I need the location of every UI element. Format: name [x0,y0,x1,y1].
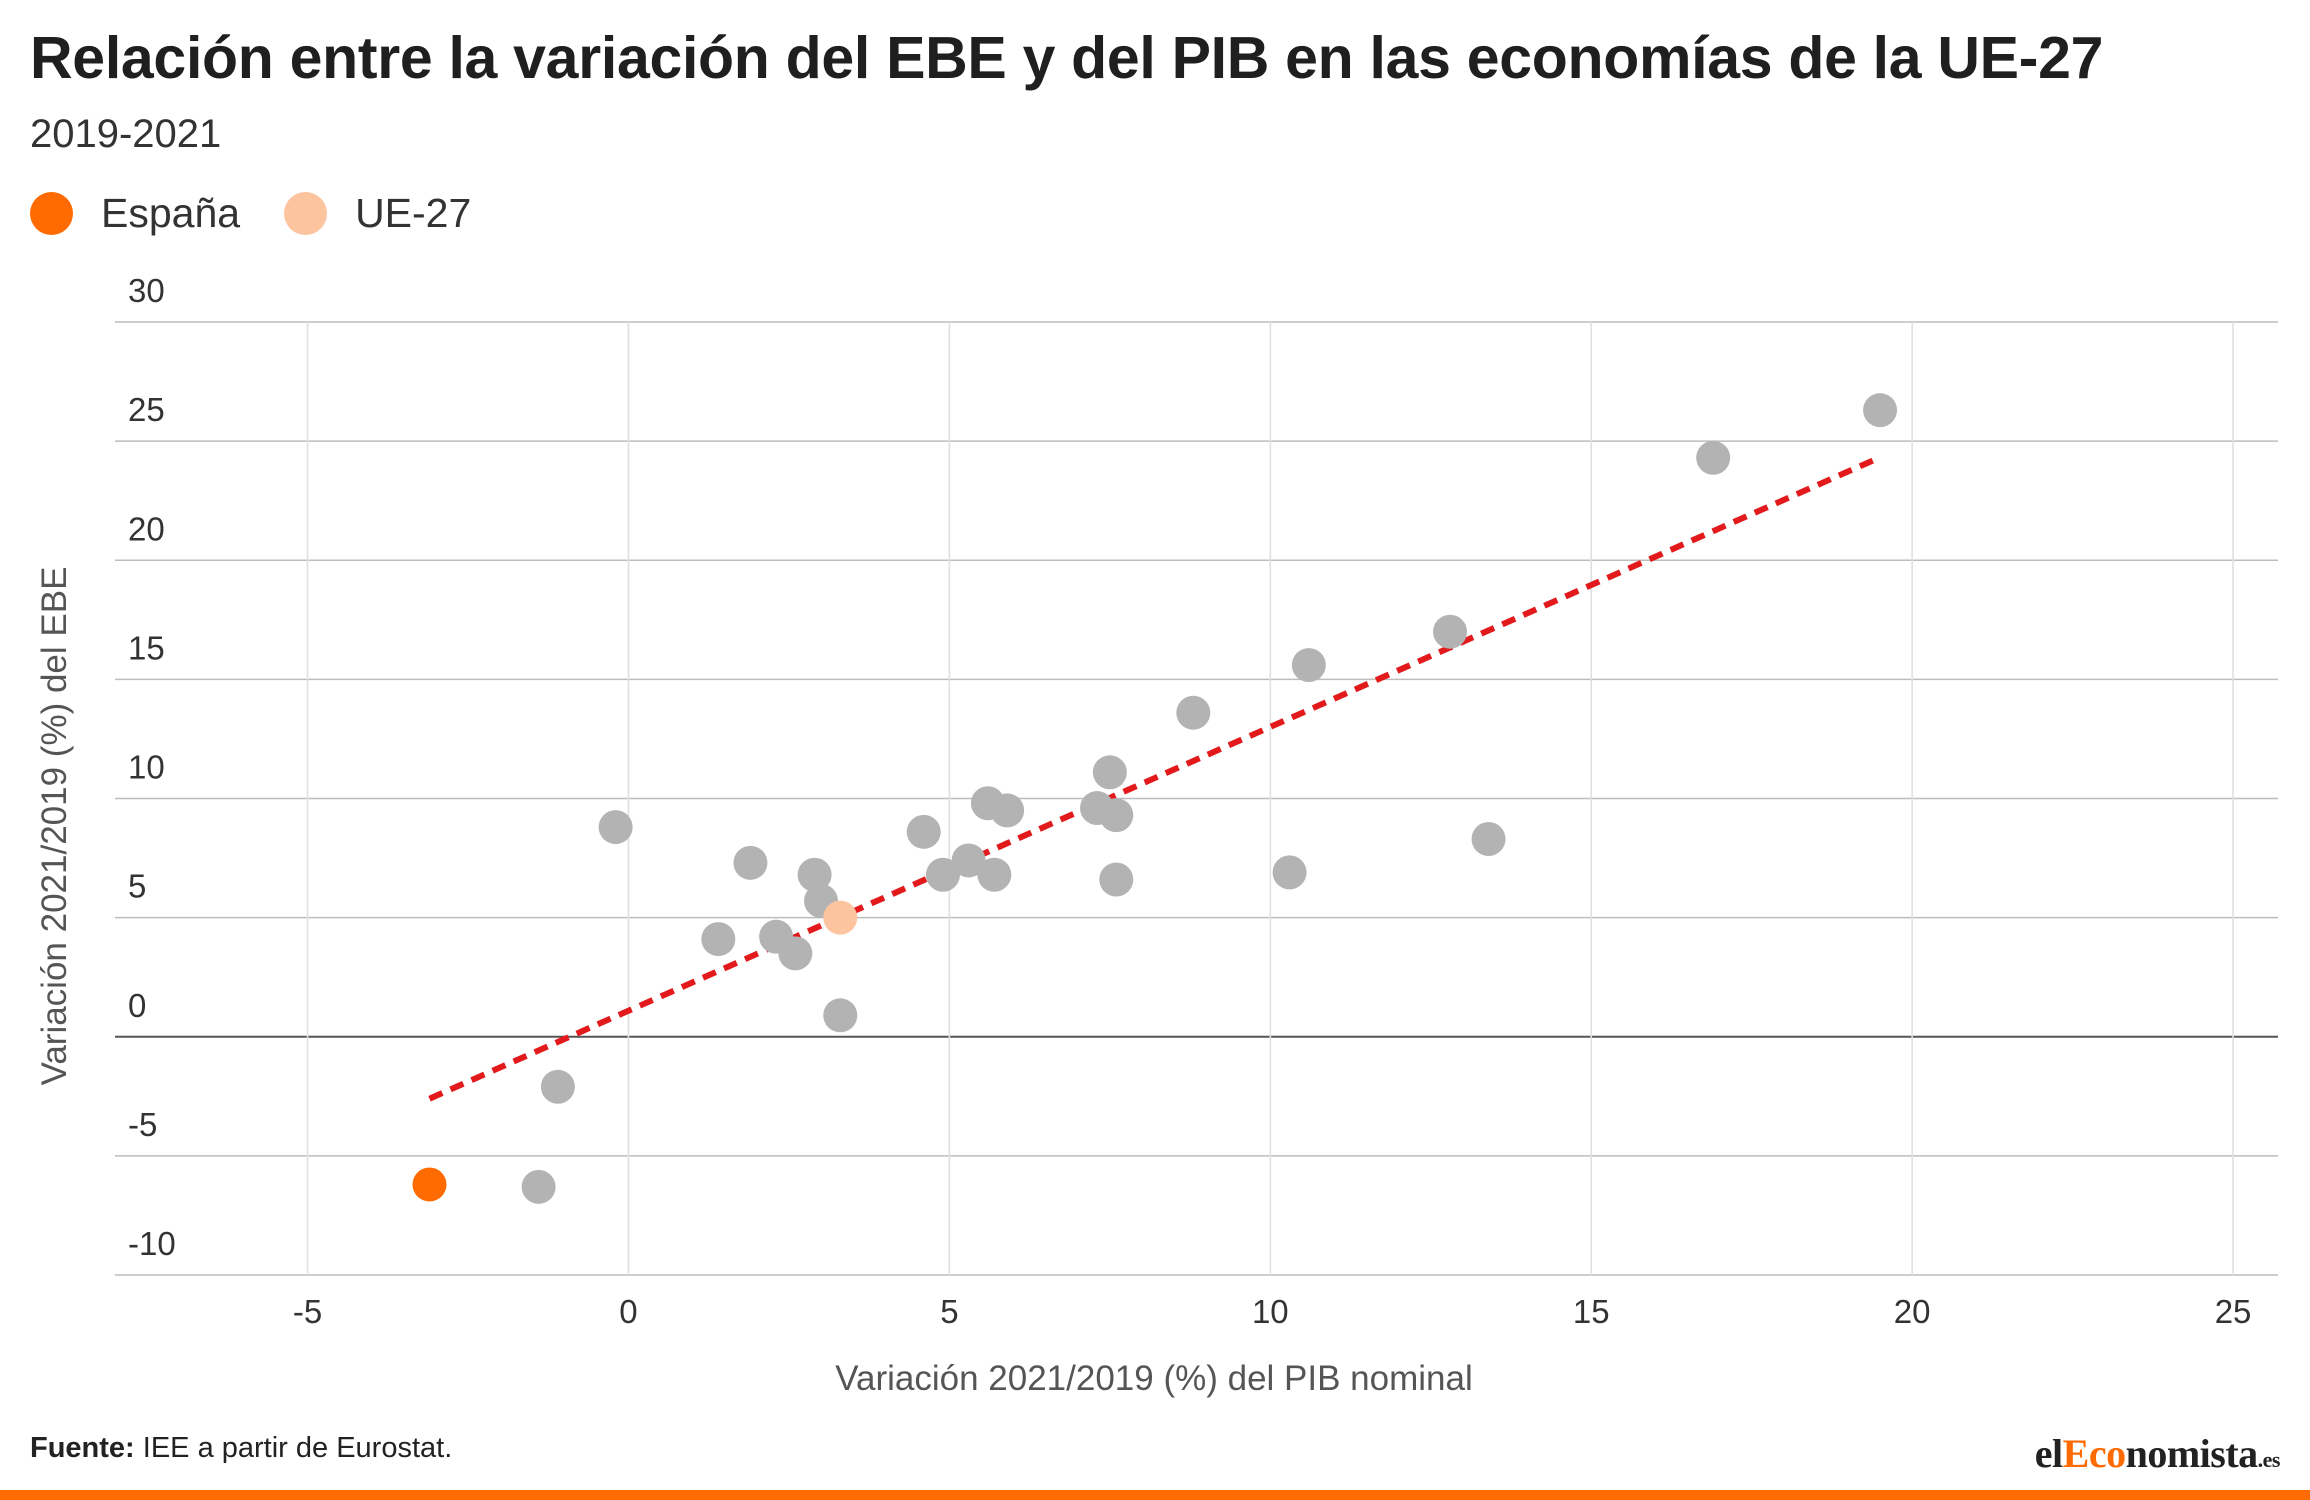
point-espana [412,1167,447,1202]
data-point [1863,393,1898,428]
y-tick-label: 10 [128,749,165,786]
trendline [428,457,1875,1102]
data-point [1092,755,1127,790]
data-point [797,857,832,892]
y-tick-label: 0 [128,987,146,1024]
x-tick-label: -5 [293,1293,322,1330]
data-points [412,393,1898,1204]
trendline-group [428,457,1875,1102]
brand-tld: .es [2257,1447,2281,1472]
y-tick-label: 15 [128,629,165,666]
y-axis-title: Variación 2021/2019 (%) del EBE [35,567,74,1086]
data-point [951,843,986,878]
data-point [521,1169,556,1204]
data-point [540,1069,575,1104]
brand-prefix: el [2034,1431,2063,1476]
data-point [598,810,633,845]
data-point [906,814,941,849]
grid [115,321,2278,1276]
legend-label-ue27: UE-27 [355,190,472,236]
data-point [1471,822,1506,857]
y-tick-label: 20 [128,510,165,547]
x-tick-label: 0 [619,1293,637,1330]
bottom-accent-bar [0,1490,2310,1500]
y-tick-label: 25 [128,391,165,428]
x-tick-label: 20 [1894,1293,1931,1330]
legend: España UE-27 [30,190,471,237]
legend-swatch-ue27 [284,192,328,235]
data-point [1099,862,1134,897]
y-tick-label: 5 [128,868,146,905]
x-tick-label: 25 [2215,1293,2252,1330]
x-tick-label: 5 [940,1293,958,1330]
data-point [990,793,1025,828]
y-tick-label: 30 [128,272,165,309]
y-tick-label: -10 [128,1225,176,1262]
source-text: IEE a partir de Eurostat. [142,1432,453,1464]
legend-item-ue27: UE-27 [284,190,471,237]
x-axis-title: Variación 2021/2019 (%) del PIB nominal [835,1359,1473,1398]
data-point [1272,855,1307,890]
x-tick-label: 10 [1252,1293,1289,1330]
source-note: Fuente: IEE a partir de Eurostat. [30,1432,452,1465]
legend-item-espana: España [30,190,240,237]
data-point [1176,695,1211,730]
x-tick-label: 15 [1573,1293,1610,1330]
source-label: Fuente: [30,1432,135,1464]
brand-suffix: nomista [2125,1431,2259,1476]
data-point [1433,614,1468,649]
chart-subtitle: 2019-2021 [30,112,222,156]
data-point [977,857,1012,892]
brand-logo: elEconomista.es [2034,1430,2281,1477]
scatter-chart: 30 25 20 15 10 5 0 -5 -10 -5 0 5 10 15 20 25 Variación … [35,272,2278,1398]
y-tick-label: -5 [128,1106,157,1143]
data-point [823,998,858,1033]
data-point [778,936,813,971]
chart-title: Relación entre la variación del EBE y de… [30,25,2104,91]
legend-swatch-espana [30,192,73,235]
data-point [733,845,768,880]
legend-label-espana: España [101,190,241,236]
data-point [1291,648,1326,683]
brand-accent: Eco [2062,1431,2126,1476]
data-point [925,857,960,892]
tick-labels: 30 25 20 15 10 5 0 -5 -10 -5 0 5 10 15 20 25 [128,272,2251,1330]
data-point [1696,440,1731,475]
data-point [1099,798,1134,833]
data-point [701,922,736,957]
point-ue27 [823,900,858,935]
